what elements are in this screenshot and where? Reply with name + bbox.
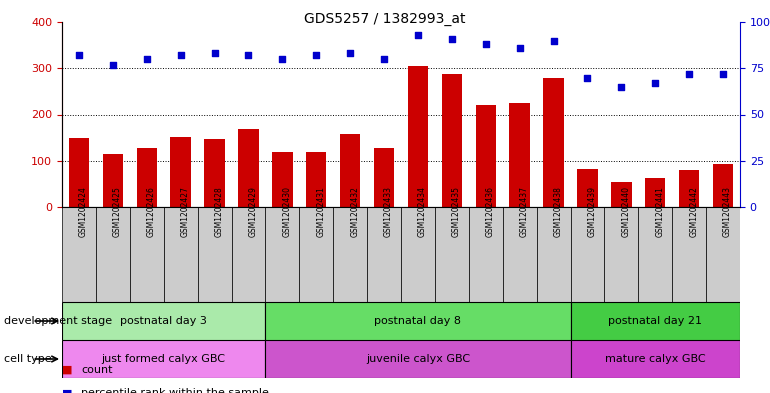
Bar	[266, 207, 300, 302]
Bar	[170, 137, 191, 207]
Point	[514, 45, 526, 51]
Text: development stage: development stage	[4, 316, 112, 326]
Bar	[611, 182, 631, 207]
Point	[480, 41, 492, 47]
Text: GSM1202426: GSM1202426	[147, 186, 156, 237]
Bar	[476, 105, 496, 207]
Bar	[578, 169, 598, 207]
Bar	[679, 170, 699, 207]
Bar	[401, 207, 435, 302]
Text: GSM1202431: GSM1202431	[316, 186, 325, 237]
Text: postnatal day 8: postnatal day 8	[374, 316, 461, 326]
Text: mature calyx GBC: mature calyx GBC	[605, 354, 705, 364]
Bar	[537, 207, 571, 302]
Bar	[204, 139, 225, 207]
Text: postnatal day 21: postnatal day 21	[608, 316, 702, 326]
Point	[378, 56, 390, 62]
Bar	[571, 340, 740, 378]
Bar	[266, 302, 571, 340]
Bar	[266, 340, 571, 378]
Point	[141, 56, 153, 62]
Point	[107, 61, 119, 68]
Bar	[374, 148, 394, 207]
Text: GSM1202425: GSM1202425	[113, 186, 122, 237]
Point	[73, 52, 85, 59]
Bar	[62, 207, 96, 302]
Point	[412, 32, 424, 38]
Bar	[638, 207, 672, 302]
Text: GSM1202428: GSM1202428	[215, 186, 223, 237]
Text: GSM1202438: GSM1202438	[554, 186, 563, 237]
Bar	[164, 207, 198, 302]
Text: cell type: cell type	[4, 354, 52, 364]
Point	[649, 80, 661, 86]
Text: GSM1202443: GSM1202443	[723, 186, 732, 237]
Bar	[69, 138, 89, 207]
Point	[717, 71, 729, 77]
Text: GSM1202441: GSM1202441	[655, 186, 665, 237]
Bar	[130, 207, 164, 302]
Bar	[367, 207, 401, 302]
Text: GSM1202434: GSM1202434	[418, 186, 427, 237]
Bar	[571, 302, 740, 340]
Bar	[306, 152, 326, 207]
Bar	[300, 207, 333, 302]
Point	[446, 35, 458, 42]
Bar	[706, 207, 740, 302]
Text: GSM1202442: GSM1202442	[689, 186, 698, 237]
Bar	[469, 207, 503, 302]
Point	[276, 56, 289, 62]
Bar	[232, 207, 266, 302]
Point	[175, 52, 187, 59]
Bar	[544, 79, 564, 207]
Text: GSM1202432: GSM1202432	[350, 186, 359, 237]
Point	[243, 52, 255, 59]
Bar	[435, 207, 469, 302]
Text: GSM1202433: GSM1202433	[384, 186, 393, 237]
Bar	[510, 103, 530, 207]
Text: percentile rank within the sample: percentile rank within the sample	[82, 388, 270, 393]
Text: GSM1202439: GSM1202439	[588, 186, 597, 237]
Bar	[272, 151, 293, 207]
Bar	[238, 129, 259, 207]
Text: postnatal day 3: postnatal day 3	[120, 316, 207, 326]
Bar	[136, 148, 157, 207]
Point	[547, 37, 560, 44]
Text: GSM1202436: GSM1202436	[486, 186, 495, 237]
Point	[683, 71, 695, 77]
Bar	[333, 207, 367, 302]
Bar	[672, 207, 706, 302]
Point	[581, 74, 594, 81]
Point	[209, 50, 221, 57]
Text: juvenile calyx GBC: juvenile calyx GBC	[366, 354, 470, 364]
Point	[344, 50, 357, 57]
Text: GSM1202430: GSM1202430	[283, 186, 291, 237]
Text: GDS5257 / 1382993_at: GDS5257 / 1382993_at	[304, 12, 466, 26]
Bar	[645, 178, 665, 207]
Bar	[408, 66, 428, 207]
Bar	[604, 207, 638, 302]
Bar	[198, 207, 232, 302]
Text: just formed calyx GBC: just formed calyx GBC	[102, 354, 226, 364]
Bar	[62, 340, 266, 378]
Text: GSM1202435: GSM1202435	[452, 186, 461, 237]
Text: GSM1202427: GSM1202427	[181, 186, 189, 237]
Bar	[340, 134, 360, 207]
Text: GSM1202440: GSM1202440	[621, 186, 631, 237]
Text: ■: ■	[62, 388, 72, 393]
Bar	[713, 164, 733, 207]
Bar	[503, 207, 537, 302]
Text: count: count	[82, 365, 112, 375]
Text: GSM1202437: GSM1202437	[520, 186, 529, 237]
Point	[310, 52, 323, 59]
Text: GSM1202429: GSM1202429	[249, 186, 257, 237]
Bar	[96, 207, 130, 302]
Text: GSM1202424: GSM1202424	[79, 186, 88, 237]
Bar	[102, 154, 123, 207]
Bar	[442, 74, 462, 207]
Bar	[62, 302, 266, 340]
Text: ■: ■	[62, 365, 72, 375]
Bar	[571, 207, 604, 302]
Point	[615, 84, 628, 90]
